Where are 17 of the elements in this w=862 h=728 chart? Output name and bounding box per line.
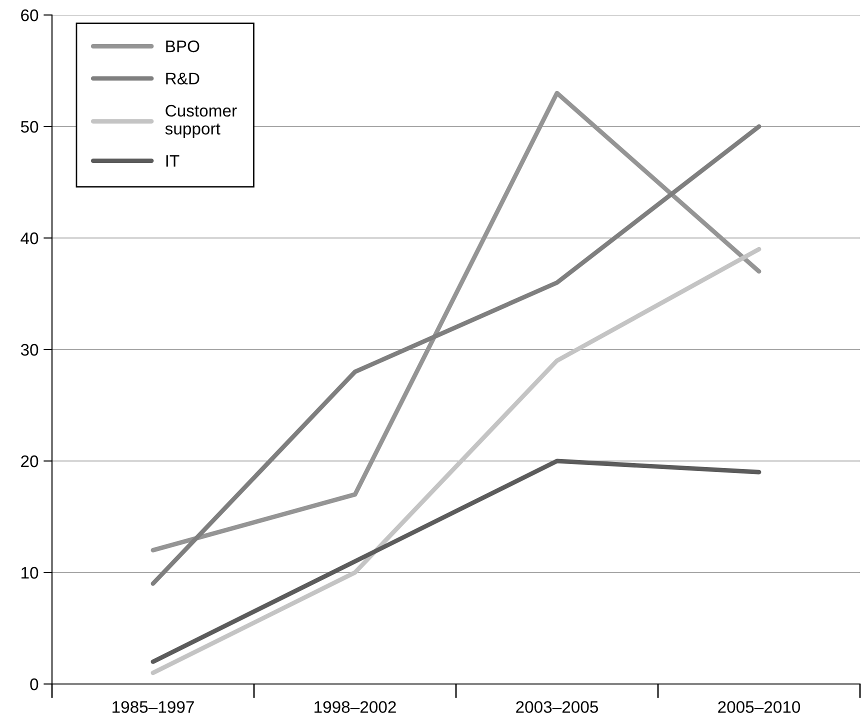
legend-label: R&D xyxy=(166,72,200,84)
line-series xyxy=(150,246,762,676)
x-tick-label: 2003–2005 xyxy=(516,701,598,713)
y-tick-label: 30 xyxy=(20,344,38,356)
legend-label: BPO xyxy=(166,40,200,52)
legend-label: Customer support xyxy=(165,104,237,138)
y-tick-label: 0 xyxy=(30,678,38,690)
x-tick-label: 2005–2010 xyxy=(718,701,800,713)
x-tick-label: 1985–1997 xyxy=(112,701,194,713)
y-tick-label: 10 xyxy=(22,566,38,579)
y-tick-label: 60 xyxy=(21,9,38,22)
y-tick-label: 40 xyxy=(20,232,38,244)
line-series xyxy=(150,458,762,664)
y-tick-label: 50 xyxy=(20,120,38,133)
y-tick-label: 20 xyxy=(21,455,38,468)
x-tick-label: 1998–2002 xyxy=(314,701,396,713)
legend-label: IT xyxy=(166,155,180,167)
